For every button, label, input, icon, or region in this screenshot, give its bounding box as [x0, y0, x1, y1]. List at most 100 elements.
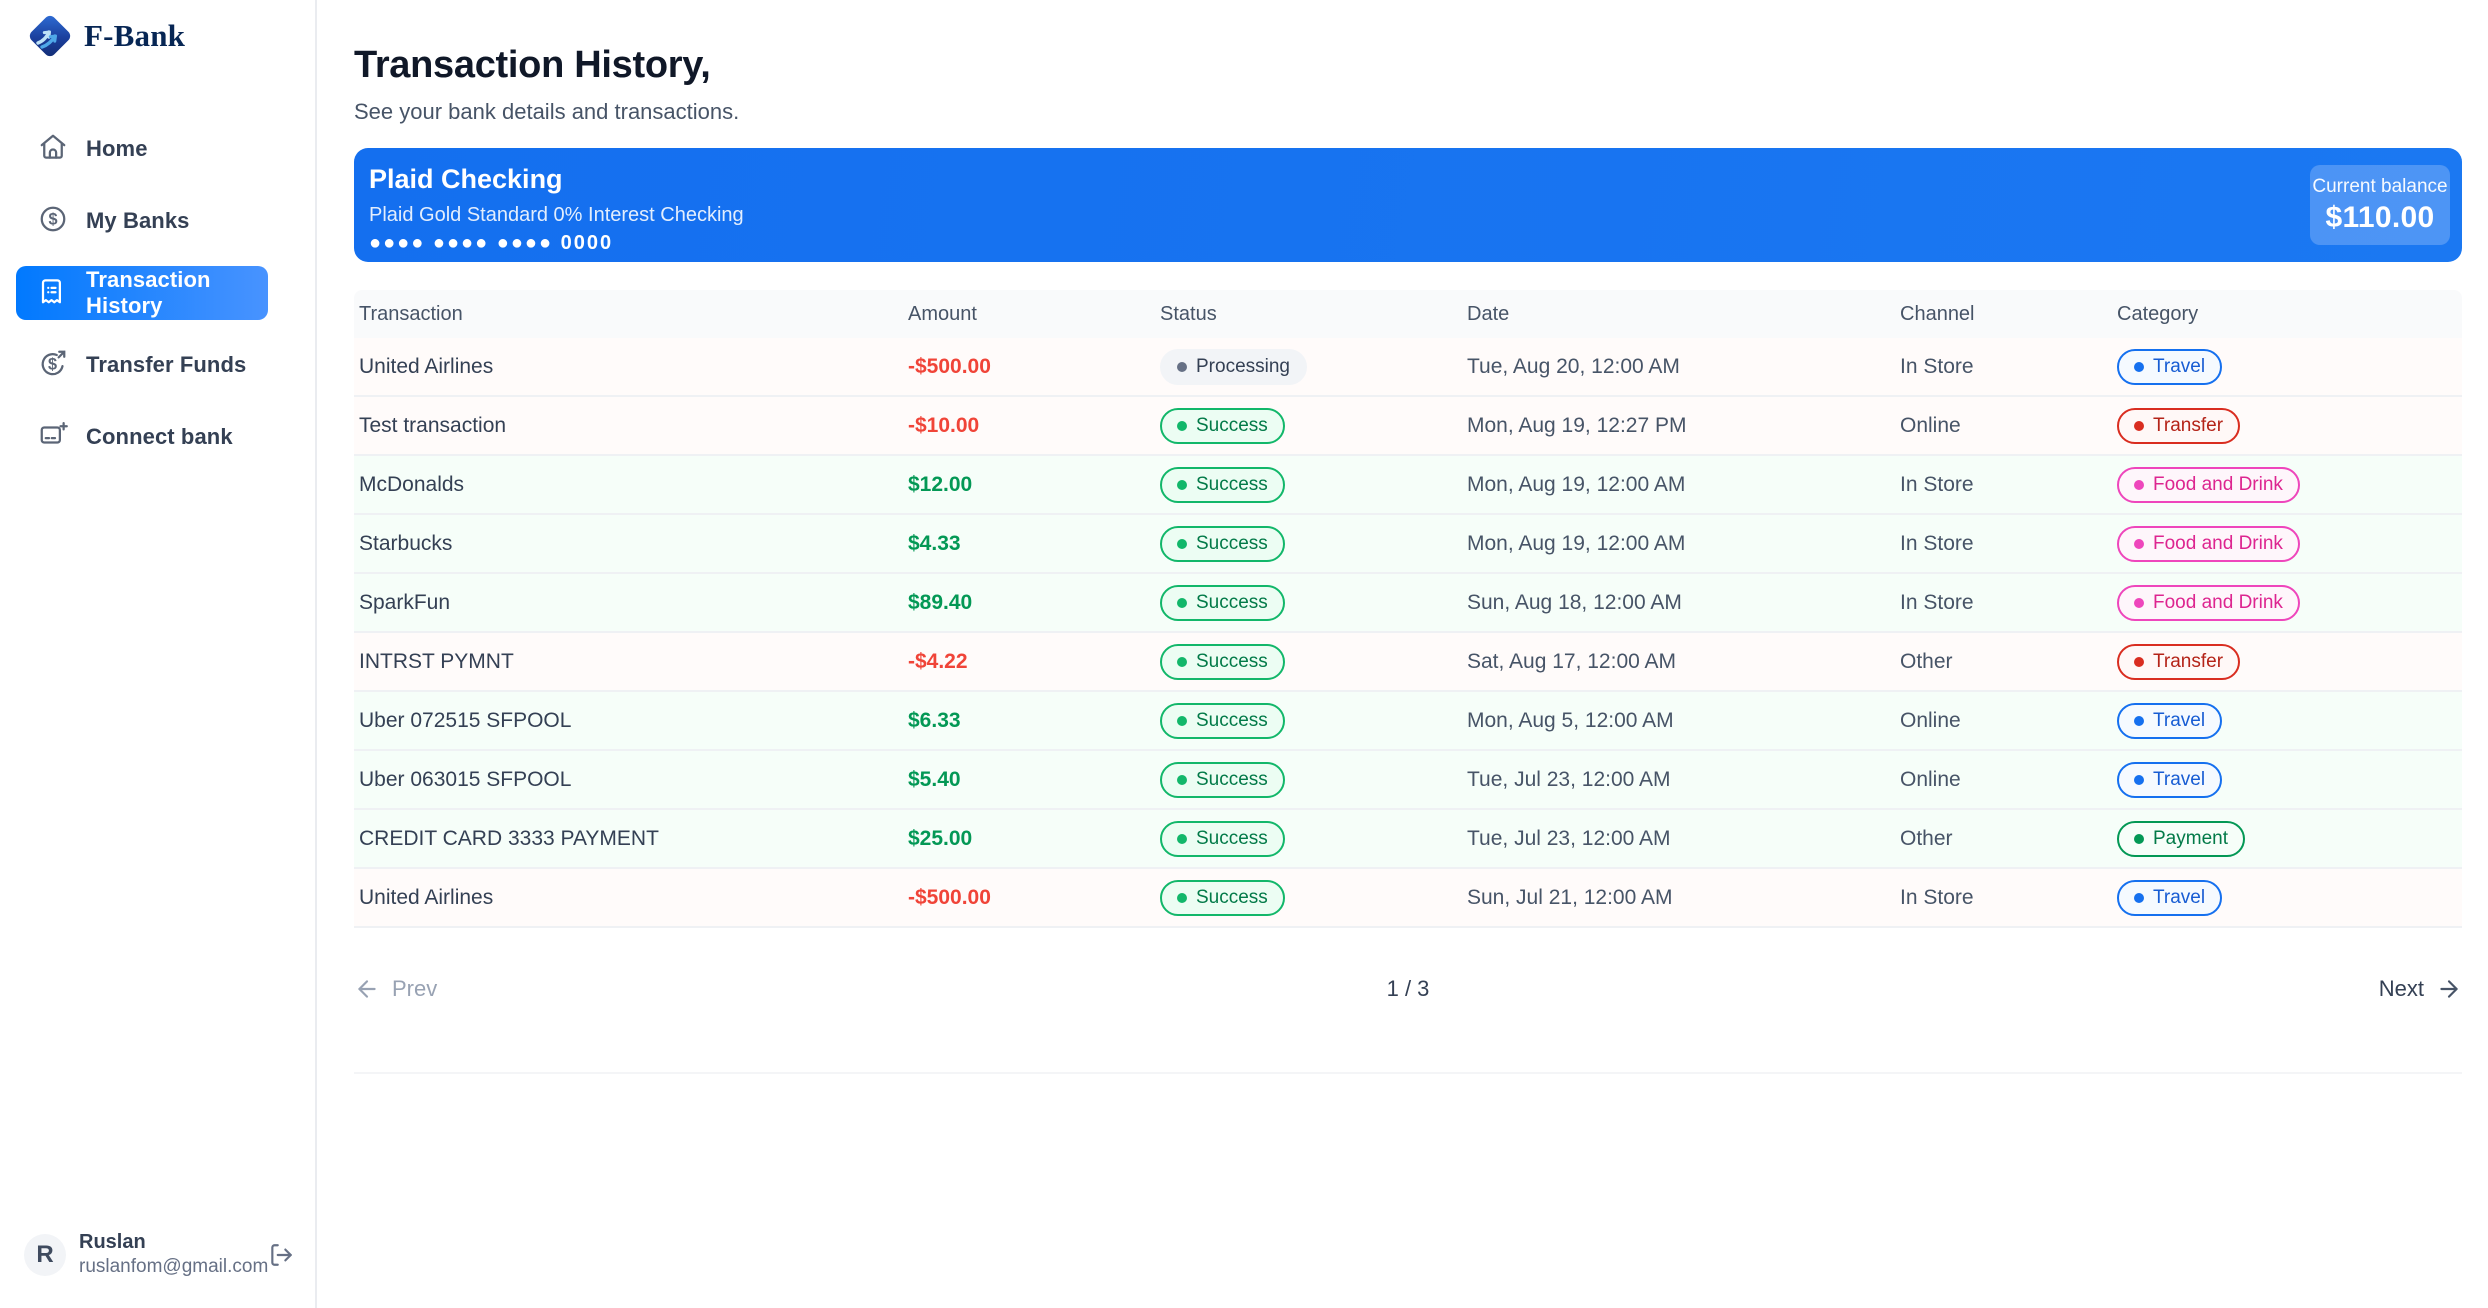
transaction-amount: $5.40	[908, 767, 961, 791]
column-header-date: Date	[1467, 302, 1510, 325]
prev-page-button[interactable]: Prev	[354, 966, 437, 1012]
badge-label: Travel	[2153, 768, 2206, 790]
transaction-category-cell: Travel	[2112, 702, 2462, 739]
receipt-icon	[38, 276, 68, 311]
badge-dot	[1177, 420, 1187, 431]
user-meta: Ruslan ruslanfom@gmail.com	[79, 1231, 268, 1278]
balance-label: Current balance	[2312, 175, 2448, 197]
badge-dot	[1177, 656, 1187, 667]
badge-dot	[1177, 833, 1187, 844]
column-header-channel: Channel	[1900, 302, 1975, 325]
category-badge: Food and Drink	[2117, 525, 2300, 562]
avatar: R	[24, 1233, 66, 1276]
home-icon	[38, 132, 68, 167]
category-badge: Food and Drink	[2117, 584, 2300, 621]
brand-logo-icon	[27, 13, 73, 59]
badge-dot	[1177, 892, 1187, 903]
badge-dot	[2134, 597, 2144, 608]
badge-label: Success	[1196, 650, 1268, 672]
transaction-date: Mon, Aug 19, 12:00 AM	[1467, 531, 1686, 555]
pagination: Prev 1 / 3 Next	[354, 966, 2462, 1012]
category-badge: Transfer	[2117, 407, 2241, 444]
status-badge: Success	[1160, 466, 1285, 503]
svg-text:$: $	[48, 210, 57, 228]
transaction-amount: $89.40	[908, 590, 973, 614]
transaction-amount: $4.33	[908, 531, 961, 555]
column-header-transaction: Transaction	[359, 302, 463, 325]
transaction-status-cell: Success	[1155, 525, 1462, 562]
transaction-channel: Other	[1900, 649, 1953, 673]
status-badge: Success	[1160, 879, 1285, 916]
transaction-status-cell: Processing	[1155, 348, 1462, 385]
badge-dot	[1177, 597, 1187, 608]
badge-label: Success	[1196, 591, 1268, 613]
badge-label: Travel	[2153, 886, 2206, 908]
avatar-initial: R	[36, 1240, 54, 1268]
arrow-right-icon	[2440, 980, 2458, 998]
badge-dot	[2134, 479, 2144, 490]
badge-dot	[1177, 479, 1187, 490]
transaction-status-cell: Success	[1155, 820, 1462, 857]
user-name: Ruslan	[79, 1231, 146, 1253]
transaction-amount: $6.33	[908, 708, 961, 732]
sidebar-item-connect-bank[interactable]: Connect bank	[16, 410, 268, 464]
table-row: United Airlines -$500.00 Success Sun, Jul 2…	[354, 869, 2462, 928]
transaction-category-cell: Transfer	[2112, 643, 2462, 680]
sidebar-item-label: Transaction History	[86, 267, 211, 318]
category-badge: Travel	[2117, 348, 2223, 385]
transaction-channel: In Store	[1900, 472, 1974, 496]
badge-dot	[2134, 538, 2144, 549]
logout-button[interactable]	[268, 1242, 294, 1268]
badge-dot	[2134, 833, 2144, 844]
badge-dot	[1177, 774, 1187, 785]
transaction-category-cell: Food and Drink	[2112, 466, 2462, 503]
sidebar-item-transaction-history[interactable]: Transaction History	[16, 266, 268, 320]
transaction-channel: In Store	[1900, 531, 1974, 555]
current-balance-box: Current balance $110.00	[2310, 165, 2450, 245]
transaction-status-cell: Success	[1155, 643, 1462, 680]
page-subtitle: See your bank details and transactions.	[354, 99, 740, 124]
brand-name: F-Bank	[84, 18, 186, 53]
badge-dot	[2134, 656, 2144, 667]
badge-label: Success	[1196, 768, 1268, 790]
transaction-category-cell: Food and Drink	[2112, 584, 2462, 621]
account-subtitle: Plaid Gold Standard 0% Interest Checking	[369, 204, 744, 226]
sidebar-nav: Home $ My Banks Transaction History $ Transfe…	[16, 122, 268, 464]
sidebar-item-my-banks[interactable]: $ My Banks	[16, 194, 268, 248]
balance-value: $110.00	[2325, 200, 2435, 234]
next-label: Next	[2378, 976, 2424, 1001]
category-badge: Travel	[2117, 761, 2223, 798]
badge-label: Success	[1196, 414, 1268, 436]
status-badge: Success	[1160, 820, 1285, 857]
transaction-amount: -$500.00	[908, 885, 991, 909]
transaction-amount: -$10.00	[908, 413, 980, 437]
transaction-status-cell: Success	[1155, 702, 1462, 739]
table-row: Uber 063015 SFPOOL $5.40 Success Tue, Jul 2…	[354, 751, 2462, 810]
account-masked-number: ●●●● ●●●● ●●●● 0000	[369, 232, 614, 254]
sidebar-item-label: Connect bank	[86, 424, 233, 449]
transaction-amount: -$4.22	[908, 649, 968, 673]
page-indicator: 1 / 3	[1386, 976, 1430, 1001]
transaction-status-cell: Success	[1155, 761, 1462, 798]
sidebar-item-home[interactable]: Home	[16, 122, 268, 176]
transaction-channel: Online	[1900, 708, 1961, 732]
transaction-date: Mon, Aug 5, 12:00 AM	[1467, 708, 1674, 732]
badge-dot	[1177, 538, 1187, 549]
prev-label: Prev	[392, 976, 438, 1001]
transaction-date: Tue, Aug 20, 12:00 AM	[1467, 354, 1680, 378]
transaction-category-cell: Transfer	[2112, 407, 2462, 444]
table-row: Test transaction -$10.00 Success Mon, Aug 1…	[354, 397, 2462, 456]
connect-bank-icon	[38, 420, 68, 455]
status-badge: Success	[1160, 525, 1285, 562]
brand-logo[interactable]: F-Bank	[27, 13, 186, 59]
transaction-name: Test transaction	[359, 413, 507, 437]
sidebar-item-transfer-funds[interactable]: $ Transfer Funds	[16, 338, 268, 392]
svg-text:$: $	[48, 355, 57, 373]
next-page-button[interactable]: Next	[2379, 966, 2462, 1012]
badge-label: Food and Drink	[2153, 473, 2283, 495]
table-row: CREDIT CARD 3333 PAYMENT $25.00 Success Tue…	[354, 810, 2462, 869]
transaction-amount: $12.00	[908, 472, 973, 496]
transaction-name: SparkFun	[359, 590, 451, 614]
arrow-left-icon	[358, 980, 376, 998]
